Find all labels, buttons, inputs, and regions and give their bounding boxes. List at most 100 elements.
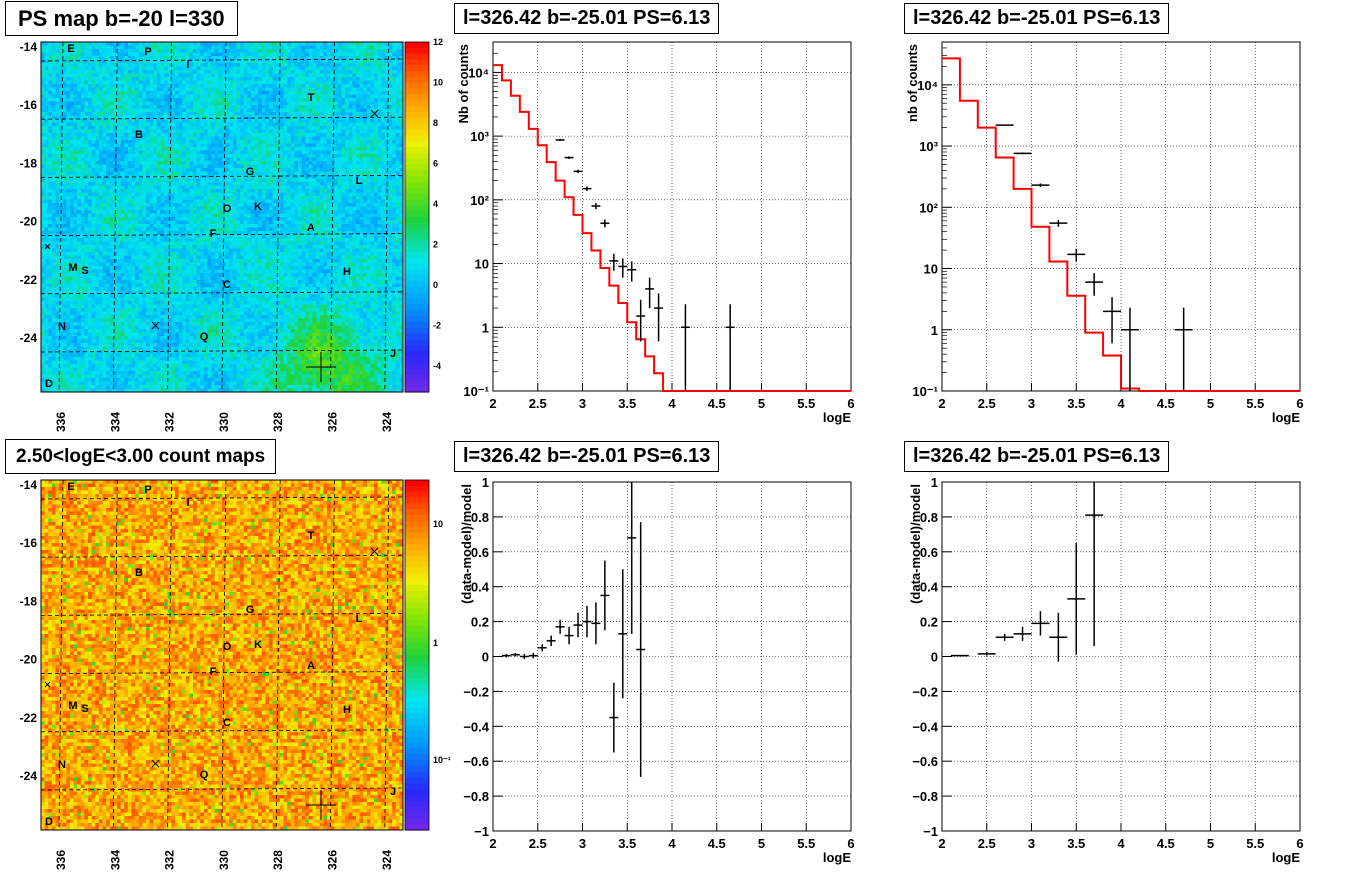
map-top-x-tick: 332 xyxy=(163,412,177,432)
map-top-colorbar-tick: 8 xyxy=(433,118,438,128)
count-map-y-tick: -14 xyxy=(20,478,38,492)
residual-coarse-title: l=326.42 b=-25.01 PS=6.13 xyxy=(904,441,1169,472)
spectrum-fine-y-tick-label: 10 xyxy=(475,257,489,272)
count-map-x-tick: 336 xyxy=(54,850,68,870)
spectrum-coarse-y-tick-label: 10⁴ xyxy=(917,78,938,93)
count-map-source-label: P xyxy=(144,484,151,496)
residual-coarse-y-tick-label: −1 xyxy=(923,824,938,839)
spectrum-coarse-x-tick-label: 2 xyxy=(938,396,945,411)
spectrum-coarse-x-tick-label: 2.5 xyxy=(978,396,996,411)
map-top-source-label: A xyxy=(307,222,315,234)
spectrum-coarse-y-tick-label: 10⁻¹ xyxy=(912,384,938,399)
map-top-colorbar-tick: 0 xyxy=(433,280,438,290)
map-top-source-label: S xyxy=(81,265,88,277)
count-map-colorbar-tick: 10 xyxy=(433,519,443,529)
map-top-source-label: J xyxy=(390,348,396,360)
map-top-source-label: G xyxy=(246,166,255,178)
map-top-source-label: E xyxy=(67,43,74,55)
residual-coarse-y-axis-label: (data-model)/model xyxy=(908,484,923,604)
residual-fine-y-tick-label: −0.8 xyxy=(463,789,489,804)
map-top-colorbar-tick: -4 xyxy=(433,361,441,371)
spectrum-fine-y-tick-label: 10² xyxy=(470,193,489,208)
map-top-x-tick: 324 xyxy=(380,412,394,432)
count-map-source-label: G xyxy=(246,604,255,616)
spectrum-fine-x-tick-label: 6 xyxy=(847,396,854,411)
spectrum-coarse-y-tick-label: 1 xyxy=(931,323,938,338)
count-map-x-tick: 332 xyxy=(163,850,177,870)
spectrum-coarse-title: l=326.42 b=-25.01 PS=6.13 xyxy=(904,3,1169,34)
residual-fine-x-tick-label: 3 xyxy=(579,836,586,851)
residual-coarse-data-point xyxy=(951,655,969,657)
residual-fine-x-tick-label: 5.5 xyxy=(797,836,815,851)
spectrum-fine-y-tick-label: 1 xyxy=(482,320,489,335)
map-top-source-label: K xyxy=(254,201,262,213)
count-map-panel: 336 334 332 330 328 326 324-14-16-18-20-22-24E… xyxy=(20,478,451,870)
map-top-source-label: C xyxy=(223,279,231,291)
count-map-source-label: H xyxy=(343,704,351,716)
residual-fine-y-tick-label: 1 xyxy=(482,475,489,490)
spectrum-coarse-x-tick-label: 4 xyxy=(1117,396,1125,411)
spectrum-coarse-x-axis-label: logE xyxy=(1272,410,1300,425)
map-top-source-label: O xyxy=(223,203,232,215)
count-map-source-label: O xyxy=(223,641,232,653)
spectrum-coarse-y-tick-label: 10² xyxy=(919,200,938,215)
map-top-source-label: M xyxy=(68,262,77,274)
map-top-colorbar-tick: -2 xyxy=(433,321,441,331)
map-top-source-label: Q xyxy=(200,331,209,343)
map-top-colorbar-tick: 12 xyxy=(433,37,443,47)
residual-fine-x-tick-label: 3.5 xyxy=(618,836,636,851)
spectrum-coarse-x-tick-label: 3.5 xyxy=(1067,396,1085,411)
residual-coarse-x-axis-label: logE xyxy=(1272,850,1300,865)
spectrum-fine-data-point xyxy=(556,139,565,141)
count-map-y-tick: -22 xyxy=(20,711,38,725)
map-top-source-label: P xyxy=(144,46,151,58)
spectrum-fine-panel: 2 2.5 3 3.5 4 4.5 5 5.5 610⁴10³10²10110⁻¹logENb … xyxy=(456,42,855,425)
residual-coarse-y-tick-label: 1 xyxy=(931,475,938,490)
spectrum-coarse-data-point xyxy=(1014,152,1032,154)
map-top-panel: 336 334 332 330 328 326 324-14-16-18-20-22-24E… xyxy=(20,37,443,432)
count-map-source-label: K xyxy=(254,639,262,651)
map-top-source-label: N xyxy=(58,321,66,333)
residual-fine-y-axis-label: (data-model)/model xyxy=(459,484,474,604)
count-map-y-tick: -20 xyxy=(20,653,38,667)
spectrum-coarse-data-point xyxy=(996,125,1014,126)
map-top-source-label: F xyxy=(210,228,217,240)
spectrum-fine-x-tick-label: 2 xyxy=(489,396,496,411)
residual-coarse-y-tick-label: −0.2 xyxy=(912,684,938,699)
residual-coarse-y-tick-label: −0.8 xyxy=(912,789,938,804)
map-top-colorbar-tick: 4 xyxy=(433,199,438,209)
spectrum-fine-y-tick-label: 10³ xyxy=(470,129,489,144)
map-top-title: PS map b=-20 l=330 xyxy=(5,1,238,36)
residual-coarse-y-tick-label: 0.2 xyxy=(920,615,938,630)
count-map-source-label: A xyxy=(307,660,315,672)
residual-coarse-x-tick-label: 3 xyxy=(1028,836,1035,851)
map-top-colorbar-tick: 6 xyxy=(433,159,438,169)
spectrum-fine-y-tick-label: 10⁴ xyxy=(468,65,489,80)
count-map-y-tick: -18 xyxy=(20,594,38,608)
count-map-source-label: M xyxy=(68,700,77,712)
spectrum-fine-x-axis-label: logE xyxy=(823,410,851,425)
residual-fine-x-tick-label: 4.5 xyxy=(708,836,726,851)
residual-coarse-x-tick-label: 4.5 xyxy=(1157,836,1175,851)
spectrum-coarse-y-axis-label: nb of counts xyxy=(905,44,920,122)
count-map-x-tick: 330 xyxy=(217,850,231,870)
count-map-x-tick: 324 xyxy=(380,850,394,870)
spectrum-coarse-y-tick-label: 10 xyxy=(924,262,938,277)
residual-coarse-y-tick-label: −0.4 xyxy=(912,719,938,734)
residual-coarse-panel: 2 2.5 3 3.5 4 4.5 5 5.5 610.80.60.40.20−0.2−0.4−… xyxy=(908,475,1304,865)
residual-fine-x-tick-label: 5 xyxy=(758,836,765,851)
count-map-colorbar-tick: 1 xyxy=(433,638,438,648)
residual-coarse-x-tick-label: 2 xyxy=(938,836,945,851)
count-map-source-label: B xyxy=(135,567,143,579)
map-top-source-label: B xyxy=(135,129,143,141)
spectrum-coarse-x-tick-label: 3 xyxy=(1028,396,1035,411)
residual-fine-y-tick-label: 0.2 xyxy=(471,615,489,630)
count-map-x-tick: 334 xyxy=(108,850,122,870)
count-map-source-label: E xyxy=(67,481,74,493)
residual-fine-y-tick-label: −0.2 xyxy=(463,684,489,699)
count-map-x-tick: 326 xyxy=(326,850,340,870)
spectrum-fine-y-tick-label: 10⁻¹ xyxy=(463,384,489,399)
map-top-source-label: T xyxy=(308,92,315,104)
spectrum-fine-x-tick-label: 4.5 xyxy=(708,396,726,411)
residual-coarse-y-tick-label: −0.6 xyxy=(912,754,938,769)
